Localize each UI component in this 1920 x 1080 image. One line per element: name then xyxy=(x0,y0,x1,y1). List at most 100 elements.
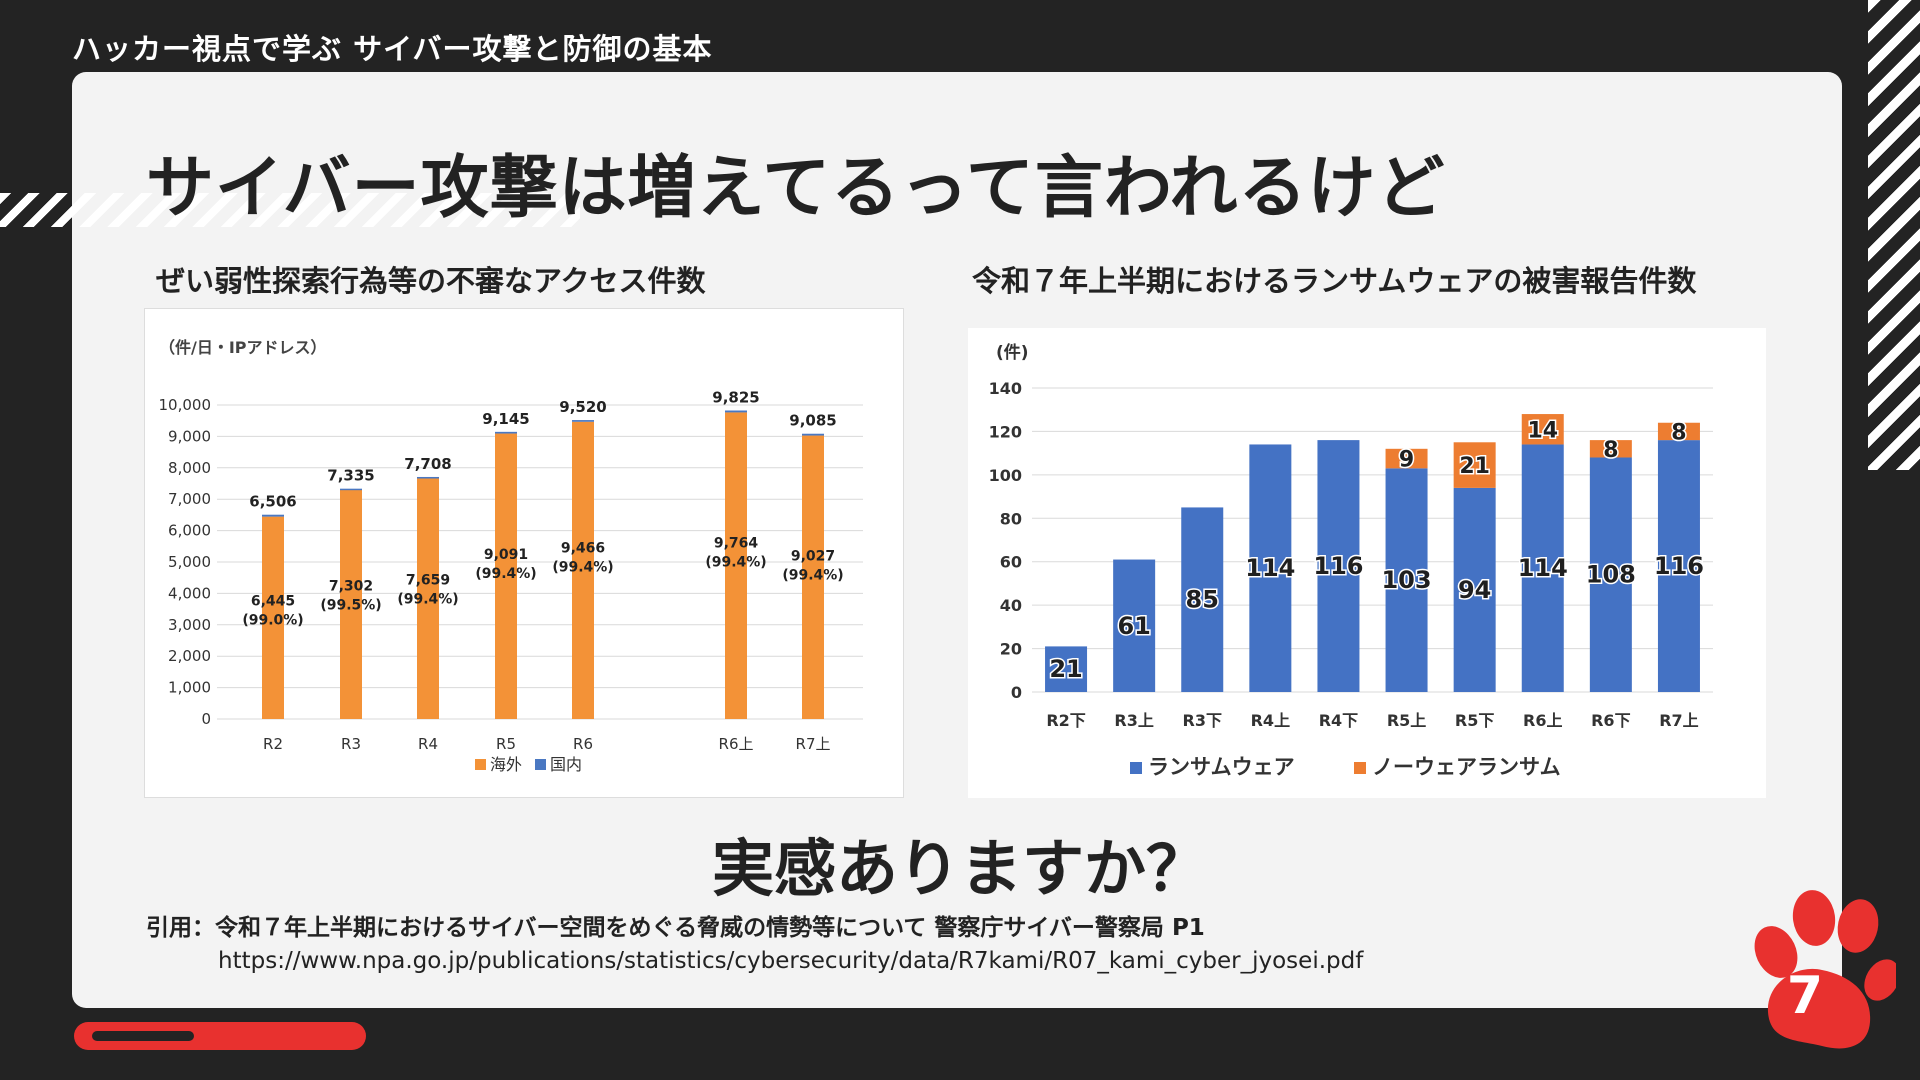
ransomware-value-label: 103 xyxy=(1381,566,1431,594)
y-tick-label: 10,000 xyxy=(159,396,212,414)
overseas-value-label: 7,302 xyxy=(329,579,373,595)
bar-domestic xyxy=(262,514,284,517)
course-title: ハッカー視点で学ぶ サイバー攻撃と防御の基本 xyxy=(72,32,713,66)
bar-overseas xyxy=(340,489,362,719)
y-tick-label: 80 xyxy=(1000,509,1022,528)
x-tick-label: R4上 xyxy=(1251,711,1290,730)
bar-noware-ransom xyxy=(1385,448,1428,469)
y-tick-label: 9,000 xyxy=(168,427,211,445)
y-tick-label: 0 xyxy=(201,710,211,728)
bar-domestic xyxy=(725,410,747,413)
chart-caption-ransomware: 令和７年上半期におけるランサムウェアの被害報告件数 xyxy=(972,264,1697,298)
question-text: 実感ありますか？ xyxy=(711,832,1208,905)
bar-ransomware xyxy=(1657,440,1700,692)
total-label: 9,825 xyxy=(712,388,759,406)
overseas-value-label: 9,764 xyxy=(714,535,759,551)
ransomware-value-label: 85 xyxy=(1186,586,1219,614)
access-chart-panel: （件/日・IPアドレス） 0 1,000 2,000 3,000 4,000 5,000 6,… xyxy=(144,308,904,798)
bar-overseas xyxy=(572,421,594,719)
ransomware-value-label: 116 xyxy=(1313,552,1363,580)
overseas-value-label: 9,027 xyxy=(791,548,835,564)
bar-noware-ransom xyxy=(1521,414,1564,445)
x-tick-label: R2 xyxy=(263,735,283,753)
x-tick-label: R4 xyxy=(418,735,438,753)
noware-value-label: 14 xyxy=(1527,418,1558,443)
legend-swatch-domestic xyxy=(535,759,546,770)
noware-value-label: 8 xyxy=(1671,420,1686,445)
share-label: (99.4%) xyxy=(397,591,458,607)
x-tick-label: R3下 xyxy=(1183,711,1222,730)
decorative-stripes-right xyxy=(1868,0,1920,470)
noware-value-label: 9 xyxy=(1399,448,1414,473)
total-label: 7,708 xyxy=(404,455,451,473)
legend-label-overseas: 海外 xyxy=(490,755,522,774)
citation-source: 引用：令和７年上半期におけるサイバー空間をめぐる脅威の情勢等について 警察庁サイ… xyxy=(146,915,1205,941)
legend-swatch-overseas xyxy=(475,759,486,770)
legend-label-domestic: 国内 xyxy=(550,755,582,774)
x-tick-label: R4下 xyxy=(1319,711,1358,730)
legend-swatch-noware xyxy=(1354,762,1366,774)
y-tick-label: 2,000 xyxy=(168,647,211,665)
ransomware-value-label: 114 xyxy=(1245,554,1295,582)
legend-label-ransomware: ランサムウェア xyxy=(1148,755,1295,779)
bar-overseas xyxy=(802,435,824,719)
ransomware-value-label: 114 xyxy=(1518,554,1568,582)
y-tick-label: 20 xyxy=(1000,640,1022,659)
x-tick-label: R5 xyxy=(496,735,516,753)
bar-ransomware xyxy=(1589,457,1632,692)
x-tick-label: R6上 xyxy=(1523,711,1562,730)
share-label: (99.4%) xyxy=(475,566,536,582)
share-label: (99.0%) xyxy=(242,613,303,629)
page-number: 7 xyxy=(1786,966,1824,1026)
share-label: (99.4%) xyxy=(552,560,613,576)
legend-label-noware: ノーウェアランサム xyxy=(1372,755,1561,779)
overseas-value-label: 9,466 xyxy=(561,541,605,557)
access-chart: （件/日・IPアドレス） 0 1,000 2,000 3,000 4,000 5,000 6,… xyxy=(159,338,863,774)
x-tick-label: R3 xyxy=(341,735,361,753)
bar-domestic xyxy=(802,433,824,436)
y-tick-label: 4,000 xyxy=(168,584,211,602)
share-label: (99.5%) xyxy=(320,598,381,614)
unit-label: (件) xyxy=(996,342,1029,363)
bar-domestic xyxy=(417,476,439,479)
x-tick-label: R5上 xyxy=(1387,711,1426,730)
citation-url[interactable]: https://www.npa.go.jp/publications/stati… xyxy=(218,948,1364,974)
bar-ransomware xyxy=(1385,468,1428,692)
y-tick-label: 60 xyxy=(1000,553,1022,572)
total-label: 9,520 xyxy=(559,398,606,416)
paw-icon xyxy=(1754,890,1896,1049)
bar-ransomware xyxy=(1453,487,1496,692)
legend-swatch-ransomware xyxy=(1130,762,1142,774)
y-tick-label: 0 xyxy=(1011,683,1022,702)
ransomware-value-label: 21 xyxy=(1049,655,1082,683)
ransomware-value-label: 116 xyxy=(1654,552,1704,580)
total-label: 9,085 xyxy=(789,412,836,430)
bar-noware-ransom xyxy=(1453,442,1496,488)
bar-domestic xyxy=(340,488,362,491)
ransomware-chart-panel: (件) 0 20 40 60 80 100 120 140 21 R2下 61 R3上 85 R3下 114 R… xyxy=(968,328,1766,798)
slide-progress-fill xyxy=(92,1031,194,1041)
slide-progress-bar xyxy=(74,1022,366,1050)
x-tick-label: R7上 xyxy=(796,735,831,753)
y-tick-label: 120 xyxy=(989,422,1022,441)
x-tick-label: R7上 xyxy=(1659,711,1698,730)
total-label: 9,145 xyxy=(482,410,529,428)
y-tick-label: 6,000 xyxy=(168,522,211,540)
share-label: (99.4%) xyxy=(782,567,843,583)
bar-ransomware xyxy=(1317,440,1360,692)
noware-value-label: 8 xyxy=(1603,438,1618,463)
y-tick-label: 100 xyxy=(989,466,1022,485)
y-tick-label: 5,000 xyxy=(168,553,211,571)
ransomware-value-label: 61 xyxy=(1117,612,1150,640)
bar-ransomware xyxy=(1249,444,1292,692)
overseas-value-label: 9,091 xyxy=(484,547,528,563)
y-tick-label: 7,000 xyxy=(168,490,211,508)
bar-domestic xyxy=(495,431,517,434)
y-tick-label: 8,000 xyxy=(168,459,211,477)
bar-overseas xyxy=(417,478,439,719)
citation: 引用：令和７年上半期におけるサイバー空間をめぐる脅威の情勢等について 警察庁サイ… xyxy=(146,912,1363,978)
x-tick-label: R6下 xyxy=(1591,711,1630,730)
bar-overseas xyxy=(495,433,517,719)
decorative-stripes-left xyxy=(0,193,580,227)
ransomware-chart: (件) 0 20 40 60 80 100 120 140 21 R2下 61 R3上 85 R3下 114 R… xyxy=(989,342,1713,779)
